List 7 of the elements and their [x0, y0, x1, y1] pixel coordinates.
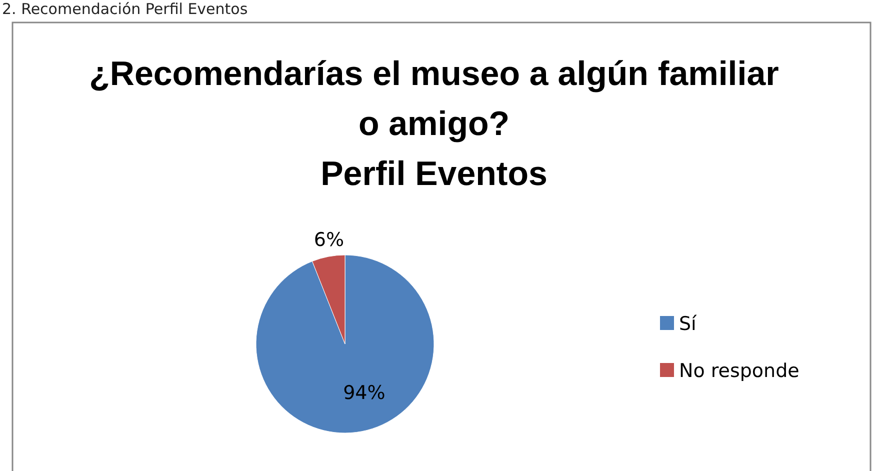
pie-slice — [256, 254, 434, 434]
text: 2. Recomendación Perfil Eventos — [2, 0, 248, 18]
legend-label: Sí — [679, 313, 698, 335]
chart-title: ¿Recomendarías el museo a algún familiar o amigo? Perfil Eventos — [89, 55, 779, 193]
legend-label: No responde — [679, 360, 800, 382]
data-label: 94% — [343, 382, 386, 404]
data-label: 6% — [314, 228, 344, 251]
